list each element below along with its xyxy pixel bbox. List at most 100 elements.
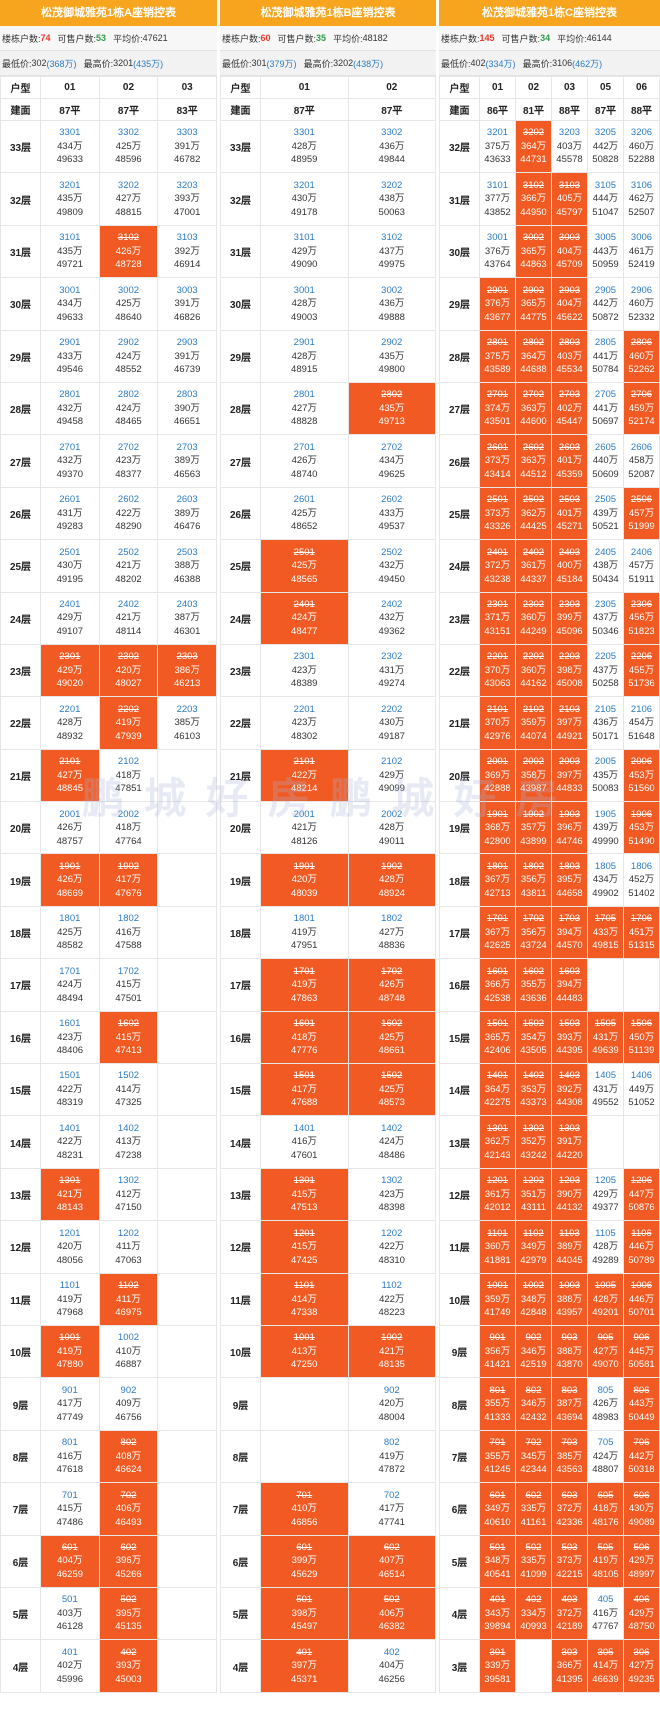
unit-cell[interactable]: 2402 421万 48114 bbox=[98, 591, 159, 645]
unit-cell-sold[interactable]: 802 346万 42432 bbox=[515, 1377, 552, 1431]
unit-cell[interactable]: 3203 393万 47001 bbox=[157, 172, 217, 226]
unit-cell-sold[interactable]: 2801 375万 43589 bbox=[479, 329, 516, 383]
unit-cell-sold[interactable]: 806 443万 50449 bbox=[623, 1377, 660, 1431]
unit-cell[interactable]: 1401 416万 47601 bbox=[260, 1115, 349, 1169]
unit-cell[interactable]: 1805 434万 49902 bbox=[587, 853, 624, 907]
unit-cell[interactable]: 1802 427万 48836 bbox=[347, 905, 436, 960]
unit-cell[interactable]: 1105 428万 49289 bbox=[587, 1220, 624, 1274]
unit-cell[interactable]: 2202 430万 49187 bbox=[347, 696, 436, 750]
unit-cell-sold[interactable]: 1403 392万 44308 bbox=[551, 1063, 588, 1117]
unit-cell-sold[interactable]: 306 427万 49235 bbox=[623, 1639, 660, 1693]
unit-cell-sold[interactable]: 1505 431万 49639 bbox=[587, 1010, 624, 1065]
unit-cell-sold[interactable]: 1702 426万 48748 bbox=[347, 958, 436, 1012]
unit-cell[interactable]: 2601 431万 49283 bbox=[40, 486, 100, 541]
unit-cell-sold[interactable]: 1002 421万 48135 bbox=[347, 1324, 436, 1379]
unit-cell[interactable]: 1302 423万 48398 bbox=[347, 1167, 436, 1222]
unit-cell[interactable]: 3002 425万 48640 bbox=[98, 277, 159, 331]
unit-cell[interactable]: 1601 423万 48406 bbox=[40, 1010, 100, 1065]
unit-cell-sold[interactable]: 1301 421万 48143 bbox=[40, 1167, 100, 1222]
unit-cell-sold[interactable]: 3103 405万 45797 bbox=[551, 172, 588, 226]
unit-cell[interactable]: 2703 389万 46563 bbox=[157, 434, 217, 488]
unit-cell[interactable]: 902 409万 46756 bbox=[98, 1377, 159, 1431]
unit-cell[interactable]: 2603 389万 46476 bbox=[157, 486, 217, 541]
unit-cell-sold[interactable]: 901 356万 41421 bbox=[479, 1324, 516, 1379]
unit-cell[interactable]: 2002 418万 47764 bbox=[98, 801, 159, 855]
unit-cell[interactable]: 1502 414万 47325 bbox=[98, 1063, 159, 1117]
unit-cell[interactable]: 2602 422万 48290 bbox=[98, 486, 159, 541]
unit-cell-sold[interactable]: 1001 413万 47250 bbox=[260, 1324, 349, 1379]
unit-cell-sold[interactable]: 1602 425万 48661 bbox=[347, 1010, 436, 1065]
unit-cell[interactable]: 2903 391万 46739 bbox=[157, 329, 217, 383]
unit-cell[interactable]: 3202 427万 48815 bbox=[98, 172, 159, 226]
unit-cell[interactable]: 2102 418万 47851 bbox=[98, 748, 159, 803]
unit-cell-sold[interactable]: 2506 457万 51999 bbox=[623, 486, 660, 541]
unit-cell-sold[interactable]: 1202 351万 43111 bbox=[515, 1167, 552, 1222]
unit-cell-sold[interactable]: 1201 361万 42012 bbox=[479, 1167, 516, 1222]
unit-cell-sold[interactable]: 2206 455万 51736 bbox=[623, 643, 660, 698]
unit-cell-sold[interactable]: 403 372万 42189 bbox=[551, 1586, 588, 1641]
unit-cell-sold[interactable]: 2301 371万 43151 bbox=[479, 591, 516, 645]
unit-cell-sold[interactable]: 2306 456万 51823 bbox=[623, 591, 660, 645]
unit-cell[interactable]: 2201 428万 48932 bbox=[40, 696, 100, 750]
unit-cell-sold[interactable]: 2503 401万 45271 bbox=[551, 486, 588, 541]
unit-cell-sold[interactable]: 2802 364万 44688 bbox=[515, 329, 552, 383]
unit-cell[interactable]: 3301 434万 49633 bbox=[40, 119, 100, 174]
unit-cell-sold[interactable]: 2701 374万 43501 bbox=[479, 381, 516, 436]
unit-cell-sold[interactable]: 406 429万 48750 bbox=[623, 1586, 660, 1641]
unit-cell-sold[interactable]: 2703 402万 45447 bbox=[551, 381, 588, 436]
unit-cell-sold[interactable]: 1802 356万 43811 bbox=[515, 853, 552, 907]
unit-cell[interactable]: 805 426万 48983 bbox=[587, 1377, 624, 1431]
unit-cell-sold[interactable]: 606 430万 49089 bbox=[623, 1482, 660, 1536]
unit-cell[interactable]: 3201 375万 43633 bbox=[479, 119, 516, 174]
unit-cell[interactable]: 1402 424万 48486 bbox=[347, 1115, 436, 1169]
unit-cell-sold[interactable]: 2201 370万 43063 bbox=[479, 643, 516, 698]
unit-cell-sold[interactable]: 701 355万 41245 bbox=[479, 1429, 516, 1484]
unit-cell[interactable]: 801 416万 47618 bbox=[40, 1429, 100, 1484]
unit-cell-sold[interactable]: 1501 365万 42406 bbox=[479, 1010, 516, 1065]
unit-cell[interactable]: 705 424万 48807 bbox=[587, 1429, 624, 1484]
unit-cell-sold[interactable]: 2101 422万 48214 bbox=[260, 748, 349, 803]
unit-cell-sold[interactable]: 2101 427万 48845 bbox=[40, 748, 100, 803]
unit-cell-sold[interactable]: 1402 353万 43373 bbox=[515, 1063, 552, 1117]
unit-cell[interactable]: 2503 388万 46388 bbox=[157, 539, 217, 593]
unit-cell[interactable]: 2001 426万 48757 bbox=[40, 801, 100, 855]
unit-cell-sold[interactable]: 501 348万 40541 bbox=[479, 1534, 516, 1588]
unit-cell[interactable]: 3005 443万 50959 bbox=[587, 224, 624, 279]
unit-cell-sold[interactable]: 1206 447万 50876 bbox=[623, 1167, 660, 1222]
unit-cell[interactable]: 2302 431万 49274 bbox=[347, 643, 436, 698]
unit-cell-sold[interactable]: 1602 415万 47413 bbox=[98, 1010, 159, 1065]
unit-cell[interactable]: 2606 458万 52087 bbox=[623, 434, 660, 488]
unit-cell[interactable]: 3301 428万 48959 bbox=[260, 119, 349, 174]
unit-cell-sold[interactable]: 303 366万 41395 bbox=[551, 1639, 588, 1693]
unit-cell[interactable]: 2801 427万 48828 bbox=[260, 381, 349, 436]
unit-cell[interactable]: 3003 391万 46826 bbox=[157, 277, 217, 331]
unit-cell-sold[interactable]: 2202 360万 44162 bbox=[515, 643, 552, 698]
unit-cell[interactable]: 2602 433万 49537 bbox=[347, 486, 436, 541]
unit-cell[interactable]: 2805 441万 50784 bbox=[587, 329, 624, 383]
unit-cell-sold[interactable]: 2501 373万 43326 bbox=[479, 486, 516, 541]
unit-cell[interactable]: 1302 412万 47150 bbox=[98, 1167, 159, 1222]
unit-cell[interactable]: 3001 428万 49003 bbox=[260, 277, 349, 331]
unit-cell[interactable]: 2502 432万 49450 bbox=[347, 539, 436, 593]
unit-cell-sold[interactable]: 505 419万 48105 bbox=[587, 1534, 624, 1588]
unit-cell-sold[interactable]: 1106 446万 50789 bbox=[623, 1220, 660, 1274]
unit-cell-sold[interactable]: 1001 419万 47880 bbox=[40, 1324, 100, 1379]
unit-cell-sold[interactable]: 1503 393万 44395 bbox=[551, 1010, 588, 1065]
unit-cell[interactable]: 1405 431万 49552 bbox=[587, 1063, 624, 1117]
unit-cell-sold[interactable]: 2802 435万 49713 bbox=[347, 381, 436, 436]
unit-cell[interactable]: 3001 376万 43764 bbox=[479, 224, 516, 279]
unit-cell-sold[interactable]: 1506 450万 51139 bbox=[623, 1010, 660, 1065]
unit-cell-sold[interactable]: 601 349万 40610 bbox=[479, 1482, 516, 1536]
unit-cell-sold[interactable]: 602 335万 41161 bbox=[515, 1482, 552, 1536]
unit-cell[interactable]: 1905 439万 49990 bbox=[587, 801, 624, 855]
unit-cell-sold[interactable]: 1103 389万 44045 bbox=[551, 1220, 588, 1274]
unit-cell-sold[interactable]: 2702 363万 44600 bbox=[515, 381, 552, 436]
unit-cell[interactable]: 1102 422万 48223 bbox=[347, 1272, 436, 1326]
unit-cell[interactable]: 2702 423万 48377 bbox=[98, 434, 159, 488]
unit-cell[interactable]: 2102 429万 49099 bbox=[347, 748, 436, 803]
unit-cell[interactable]: 1406 449万 51052 bbox=[623, 1063, 660, 1117]
unit-cell-sold[interactable]: 502 335万 41099 bbox=[515, 1534, 552, 1588]
unit-cell-sold[interactable]: 1803 395万 44658 bbox=[551, 853, 588, 907]
unit-cell[interactable]: 2605 440万 50609 bbox=[587, 434, 624, 488]
unit-cell[interactable]: 3002 436万 49888 bbox=[347, 277, 436, 331]
